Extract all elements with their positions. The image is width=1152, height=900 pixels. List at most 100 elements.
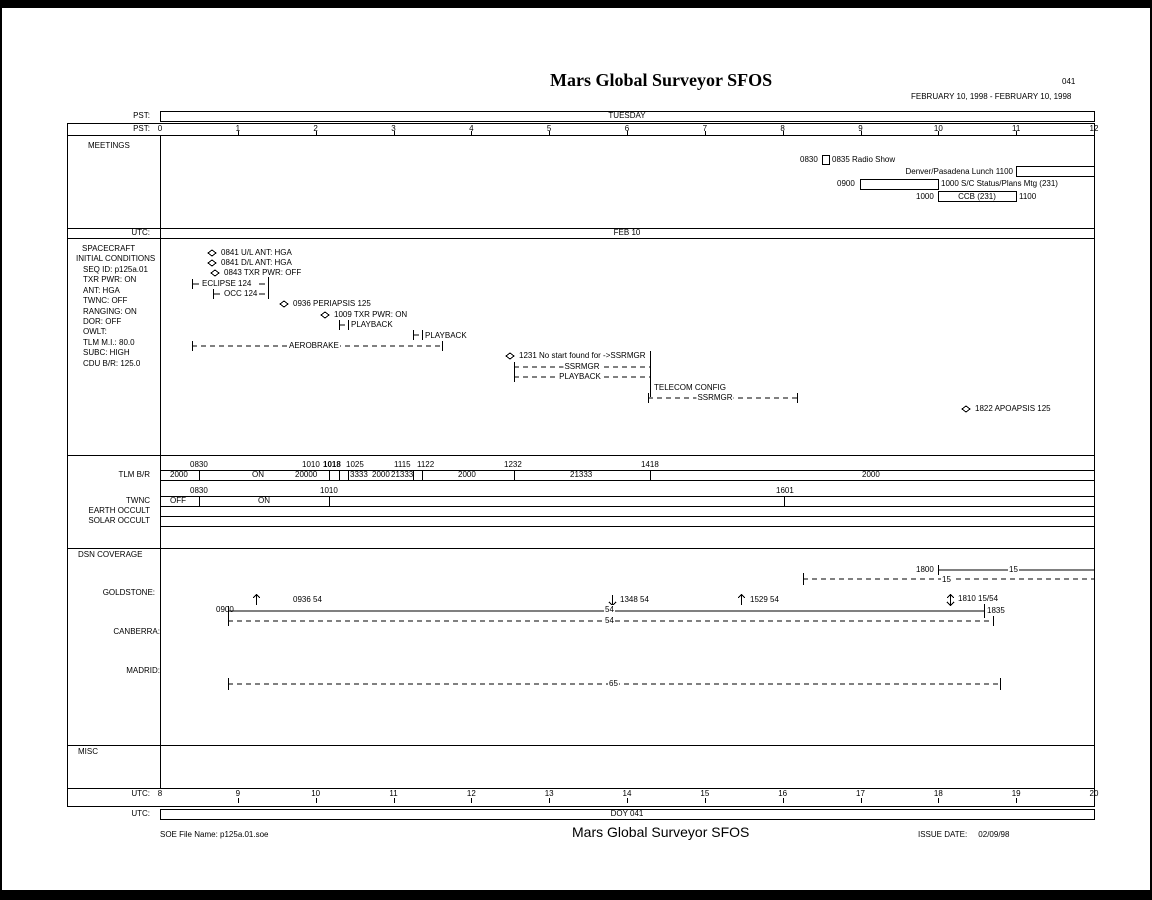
utc-tick-label: 16 bbox=[778, 789, 788, 798]
dsn-label: DSN COVERAGE bbox=[78, 550, 143, 559]
pst-tick-label: 10 bbox=[933, 124, 943, 133]
event-txr-off: 0843 TXR PWR: OFF bbox=[224, 268, 302, 277]
meeting-time: 1000 bbox=[916, 192, 934, 201]
utc-tick-label: 14 bbox=[622, 789, 632, 798]
tlm-value: 2000 bbox=[170, 470, 188, 479]
event-playback: PLAYBACK bbox=[351, 320, 393, 329]
event-eclipse: ECLIPSE 124 bbox=[202, 279, 252, 288]
meeting-time: 0900 bbox=[837, 179, 855, 188]
pst-tick-label: 1 bbox=[235, 124, 241, 133]
utc-doy: DOY 041 bbox=[610, 809, 644, 818]
initial-condition: RANGING: ON bbox=[83, 306, 137, 316]
utc-tick-label: 18 bbox=[933, 789, 943, 798]
initial-condition: TXR PWR: ON bbox=[83, 275, 137, 285]
meeting-ccb: CCB (231) bbox=[958, 192, 996, 201]
event-ssrmgr: SSRMGR bbox=[696, 393, 734, 403]
initial-condition: DOR: OFF bbox=[83, 317, 122, 326]
misc-label: MISC bbox=[78, 747, 98, 756]
dsn-value: 54 bbox=[604, 605, 615, 615]
dsn-lines bbox=[228, 565, 1094, 690]
pst-tick-marks bbox=[238, 131, 1017, 136]
event-periapsis: 0936 PERIAPSIS 125 bbox=[293, 299, 371, 308]
pst-tick-label: 5 bbox=[546, 124, 552, 133]
event-no-start: 1231 No start found for ->SSRMGR bbox=[519, 351, 646, 360]
dsn-time: 1800 bbox=[916, 565, 934, 574]
twnc-label: TWNC bbox=[126, 496, 150, 505]
tlm-value: 2000 bbox=[458, 470, 476, 479]
initial-condition: CDU B/R: 125.0 bbox=[83, 358, 141, 368]
initial-condition: SEQ ID: p125a.01 bbox=[83, 265, 148, 274]
pst-tick-label: 8 bbox=[780, 124, 785, 133]
pst-tick-label: 3 bbox=[391, 124, 396, 133]
tlm-time: 1115 bbox=[394, 460, 411, 469]
footer-title: Mars Global Surveyor SFOS bbox=[572, 824, 750, 840]
tlm-time: 1018 bbox=[323, 460, 341, 469]
soe-file-name: SOE File Name: p125a.01.soe bbox=[160, 830, 269, 839]
tlm-value: 3333 bbox=[350, 470, 368, 479]
event-aerobrake: AEROBRAKE bbox=[288, 341, 340, 351]
tlm-value: 21333 bbox=[391, 470, 414, 479]
tlm-value: 21333 bbox=[570, 470, 593, 479]
frame bbox=[67, 111, 1095, 820]
dsn-time: 1835 bbox=[987, 606, 1005, 615]
initial-condition: SUBC: HIGH bbox=[83, 348, 130, 358]
pst-tick-label: 7 bbox=[702, 124, 708, 133]
utc-tick-label: 13 bbox=[544, 789, 554, 798]
meeting-boxes bbox=[822, 155, 1095, 202]
event-diamond-icons bbox=[207, 249, 971, 413]
utc-date: FEB 10 bbox=[613, 228, 641, 237]
twnc-value: ON bbox=[258, 496, 270, 505]
tlm-time: 1418 bbox=[641, 460, 659, 469]
initial-condition: TLM M.I.: 80.0 bbox=[83, 337, 135, 347]
event-dl-ant: 0841 D/L ANT: HGA bbox=[221, 258, 292, 267]
utc-axis-label: UTC: bbox=[131, 789, 150, 798]
utc-tick-label: 19 bbox=[1011, 789, 1021, 798]
tlm-time: 0830 bbox=[190, 460, 208, 469]
tlm-time: 1025 bbox=[346, 460, 364, 469]
dsn-value: 15 bbox=[941, 575, 952, 585]
pst-tick-label: 2 bbox=[313, 124, 318, 133]
dsn-pass: 0936 54 bbox=[293, 595, 322, 604]
meeting-radio-show: 0835 Radio Show bbox=[832, 155, 896, 164]
dsn-pass: 1810 15/54 bbox=[958, 594, 999, 603]
solar-occult-label: SOLAR OCCULT bbox=[88, 516, 150, 525]
event-ssrmgr: SSRMGR bbox=[563, 362, 601, 372]
canberra-label: CANBERRA: bbox=[113, 627, 160, 636]
tlm-value: 2000 bbox=[862, 470, 880, 479]
initial-condition: TWNC: OFF bbox=[83, 296, 128, 306]
event-txr-on: 1009 TXR PWR: ON bbox=[334, 310, 408, 319]
twnc-time: 0830 bbox=[190, 486, 208, 495]
page-title: Mars Global Surveyor SFOS bbox=[550, 70, 773, 90]
initial-conditions-label: INITIAL CONDITIONS bbox=[76, 254, 156, 263]
twnc-time: 1601 bbox=[776, 486, 794, 495]
pst-axis-label: PST: bbox=[133, 124, 150, 133]
utc-tick-label: 10 bbox=[311, 789, 321, 798]
pst-day: TUESDAY bbox=[608, 111, 646, 120]
dsn-pass: 1529 54 bbox=[750, 595, 779, 604]
event-playback: PLAYBACK bbox=[558, 372, 602, 382]
meeting-sc-status: 1000 S/C Status/Plans Mtg (231) bbox=[941, 179, 1058, 188]
meetings-label: MEETINGS bbox=[88, 141, 130, 150]
sheet bbox=[2, 8, 1150, 890]
utc-tick-label: 11 bbox=[389, 789, 398, 798]
utc-tick-label: 17 bbox=[856, 789, 865, 798]
event-apoapsis: 1822 APOAPSIS 125 bbox=[975, 404, 1051, 413]
utc-tick-marks bbox=[238, 798, 1017, 803]
twnc-value: OFF bbox=[170, 496, 186, 505]
spacecraft-label: SPACECRAFT bbox=[82, 244, 136, 253]
doy-number: 041 bbox=[1062, 77, 1076, 86]
pst-label: PST: bbox=[133, 111, 150, 120]
utc-label: UTC: bbox=[131, 228, 150, 237]
initial-condition: OWLT: bbox=[83, 327, 107, 337]
meeting-time: 0830 bbox=[800, 155, 818, 164]
tlm-label: TLM B/R bbox=[118, 470, 150, 479]
date-range: FEBRUARY 10, 1998 - FEBRUARY 10, 1998 bbox=[911, 92, 1072, 101]
tlm-rows bbox=[160, 470, 1095, 527]
pst-tick-label: 4 bbox=[469, 124, 474, 133]
initial-condition: ANT: HGA bbox=[83, 285, 120, 295]
issue-date: ISSUE DATE: 02/09/98 bbox=[918, 830, 1010, 839]
pst-tick-label: 11 bbox=[1012, 124, 1021, 133]
pst-tick-label: 9 bbox=[858, 124, 863, 133]
